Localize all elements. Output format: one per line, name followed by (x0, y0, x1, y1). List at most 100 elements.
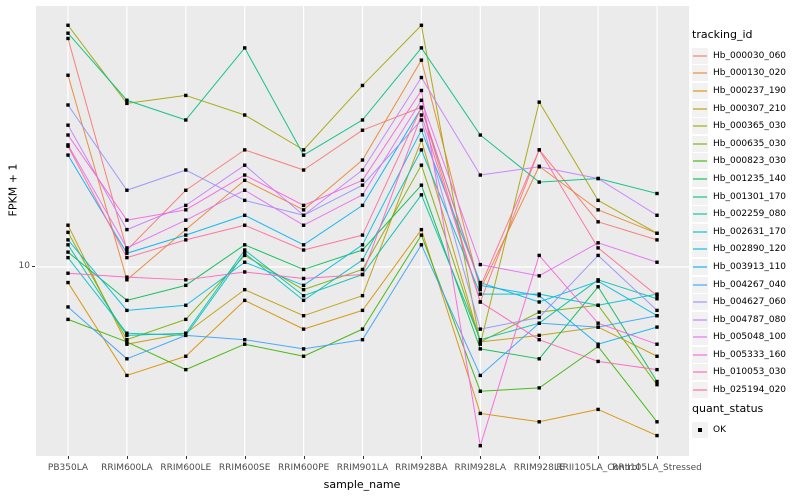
legend-entry-label: Hb_005048_100 (713, 332, 787, 343)
x-tick-label: RRIM928LE (513, 463, 565, 473)
legend-entry-label: Hb_000365_030 (713, 121, 787, 132)
x-tick-mark (244, 456, 246, 459)
legend-entry-label: OK (713, 424, 726, 435)
legend-entry: Hb_003913_110 (692, 258, 786, 276)
y-axis-title: FPKM + 1 (6, 163, 20, 217)
legend-line-swatch (693, 389, 707, 392)
x-axis-title: sample_name (323, 478, 401, 491)
legend-entry-label: Hb_002890_120 (713, 244, 787, 255)
legend-entry: Hb_000365_030 (692, 117, 786, 135)
legend-entry: Hb_010053_030 (692, 364, 786, 382)
legend-title-quant: quant_status (692, 402, 764, 415)
legend-entry-label: Hb_001235_140 (713, 173, 787, 184)
x-tick-label: RRIM928BA (395, 463, 448, 473)
legend-entry: Hb_002890_120 (692, 241, 786, 259)
legend-line-swatch (693, 353, 707, 356)
legend-key-box (692, 329, 708, 346)
x-tick-mark (657, 456, 658, 459)
legend-line-swatch (693, 213, 707, 216)
point-marker-icon (698, 427, 702, 432)
x-tick-label: RRIM600SE (218, 463, 271, 473)
x-tick-mark (126, 456, 128, 459)
x-tick-label: PB350LA (47, 463, 89, 473)
legend-entry-label: Hb_000823_030 (713, 156, 787, 167)
legend-key-box (692, 47, 708, 64)
x-tick-label: RRIM600PE (277, 463, 330, 473)
x-tick-mark (68, 456, 69, 459)
x-tick-label: RRIM901LA (336, 463, 389, 473)
legend-entry: Hb_000237_190 (692, 82, 786, 100)
legend-entry: Hb_005333_160 (692, 346, 786, 364)
legend-entry-label: Hb_004627_060 (713, 297, 787, 308)
legend-key-box (692, 241, 708, 258)
legend-entry-label: Hb_000030_060 (713, 50, 787, 61)
y-tick-mark (32, 266, 35, 267)
legend-entry: Hb_004267_040 (692, 276, 786, 294)
legend-entry-label: Hb_001301_170 (713, 191, 787, 202)
legend-line-swatch (693, 142, 707, 145)
legend-key-box (692, 135, 708, 152)
legend-key-box (692, 294, 708, 311)
x-tick-label: RRII105LA_Control (556, 463, 640, 473)
legend-entry-label: Hb_004267_040 (713, 279, 787, 290)
legend-entry-label: Hb_000237_190 (713, 85, 787, 96)
legend-key-box (692, 188, 708, 205)
legend-entry-quant: OK (692, 421, 763, 439)
legend-entry: Hb_001235_140 (692, 170, 786, 188)
legend-key-box (692, 346, 708, 363)
legend-tracking: tracking_id Hb_000030_060 Hb_000130_020 Hb… (692, 28, 786, 399)
legend-entry-label: Hb_025194_020 (713, 385, 787, 396)
legend-quant: quant_status OK (692, 402, 763, 439)
legend-line-swatch (693, 177, 707, 180)
legend-entry: Hb_000823_030 (692, 153, 786, 171)
legend-entries-tracking: Hb_000030_060 Hb_000130_020 Hb_000237_190 H… (692, 47, 786, 399)
legend-key-box (692, 364, 708, 381)
x-tick-mark (303, 456, 305, 459)
legend-key-box (692, 311, 708, 328)
legend-entry-label: Hb_004787_080 (713, 314, 787, 325)
legend-entry-label: Hb_005333_160 (713, 349, 787, 360)
x-tick-mark (421, 456, 423, 459)
legend-key-box (692, 153, 708, 170)
legend-key-box (692, 421, 708, 438)
x-tick-label: RRIM600LE (160, 463, 212, 473)
legend-entry-label: Hb_002631_170 (713, 226, 787, 237)
legend-key-box (692, 382, 708, 399)
legend-line-swatch (693, 301, 707, 304)
legend-entry: Hb_002259_080 (692, 205, 786, 223)
legend-entry-label: Hb_000307_210 (713, 103, 787, 114)
x-tick-label: RRIM928LA (454, 463, 507, 473)
y-tick-label: 10 (18, 261, 30, 271)
legend-line-swatch (693, 283, 707, 286)
legend-line-swatch (693, 265, 707, 268)
x-tick-mark (362, 456, 364, 459)
legend-entry: Hb_004787_080 (692, 311, 786, 329)
legend-key-box (692, 118, 708, 135)
legend-entry: Hb_000130_020 (692, 65, 786, 83)
legend-line-swatch (693, 89, 707, 92)
legend-line-swatch (693, 336, 707, 339)
legend-key-box (692, 258, 708, 275)
legend-entry: Hb_005048_100 (692, 329, 786, 347)
x-tick-mark (598, 456, 600, 459)
legend-entry: Hb_000635_030 (692, 135, 786, 153)
legend-line-swatch (693, 107, 707, 110)
x-tick-label: RRIM600LA (101, 463, 153, 473)
legend-line-swatch (693, 160, 707, 163)
legend-entry: Hb_025194_020 (692, 381, 786, 399)
legend-entry: Hb_004627_060 (692, 293, 786, 311)
legend-entry-label: Hb_000635_030 (713, 138, 787, 149)
legend-entry: Hb_002631_170 (692, 223, 786, 241)
legend-key-box (692, 82, 708, 99)
legend-entry-label: Hb_010053_030 (713, 367, 787, 378)
legend-entry: Hb_000307_210 (692, 100, 786, 118)
legend-key-box (692, 65, 708, 82)
legend-line-swatch (693, 371, 707, 374)
legend-line-swatch (693, 318, 707, 321)
legend-entry-label: Hb_002259_080 (713, 209, 787, 220)
legend-line-swatch (693, 195, 707, 198)
legend-key-box (692, 223, 708, 240)
legend-entry-label: Hb_003913_110 (713, 261, 787, 272)
legend-line-swatch (693, 72, 707, 75)
